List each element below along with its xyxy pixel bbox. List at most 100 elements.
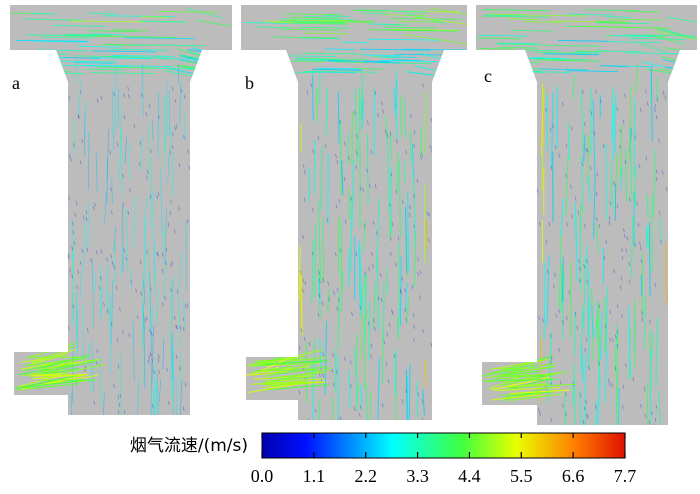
flow-streak — [100, 249, 103, 254]
flow-streak — [332, 382, 335, 387]
flow-streak — [621, 255, 624, 260]
flow-streak — [582, 256, 586, 328]
flow-streak — [135, 288, 137, 293]
flow-streak — [99, 275, 102, 281]
flow-streak — [152, 120, 154, 142]
flow-streak — [127, 86, 130, 91]
flow-streak — [162, 337, 165, 370]
flow-streak — [31, 348, 77, 364]
flow-streak — [634, 135, 637, 140]
flow-streak — [186, 7, 223, 19]
flow-streak — [149, 329, 151, 334]
flow-streak — [496, 43, 543, 46]
flow-streak — [52, 24, 107, 27]
flow-streak — [565, 143, 568, 148]
flow-streak — [648, 222, 651, 297]
flow-streak — [639, 246, 642, 251]
flow-streak — [558, 231, 562, 307]
flow-streak — [84, 365, 87, 370]
flow-streak — [348, 369, 351, 408]
flow-streak — [318, 200, 321, 280]
flow-streak — [161, 269, 164, 274]
flow-streak — [583, 406, 586, 411]
flow-streak — [103, 36, 178, 38]
flow-streak — [598, 304, 601, 309]
flow-streak — [258, 357, 290, 373]
flow-streak — [586, 413, 589, 418]
flow-streak — [390, 172, 393, 177]
flow-streak — [97, 66, 155, 69]
flow-streak — [150, 148, 152, 154]
flow-streak — [304, 281, 307, 286]
flow-streak — [370, 149, 373, 155]
flow-streak — [141, 271, 144, 346]
flow-streak — [318, 67, 361, 70]
flow-streak — [360, 91, 363, 119]
flow-streak — [27, 34, 99, 37]
flow-streak — [163, 258, 167, 299]
flow-field — [244, 7, 467, 420]
flow-streak — [654, 417, 657, 423]
flow-streak — [367, 321, 370, 326]
flow-streak — [628, 197, 631, 202]
flow-streak — [317, 312, 320, 317]
flow-streak — [106, 129, 109, 180]
flow-streak — [351, 311, 353, 316]
flow-streak — [158, 369, 160, 374]
flow-streak — [286, 19, 350, 22]
flow-streak — [541, 150, 544, 191]
flow-streak — [392, 28, 460, 31]
flow-streak — [117, 364, 120, 369]
flow-streak — [553, 284, 555, 289]
flow-streak — [281, 28, 340, 31]
flow-streak — [153, 369, 155, 374]
flow-streak — [337, 91, 340, 144]
tick-label: 3.3 — [406, 466, 429, 486]
flow-streak — [504, 377, 552, 391]
flow-streak — [385, 116, 388, 138]
flow-streak — [145, 249, 148, 254]
flow-streak — [599, 311, 603, 361]
flow-streak — [335, 370, 338, 375]
flow-streak — [569, 184, 572, 189]
flow-streak — [112, 29, 149, 32]
flow-streak — [389, 236, 392, 241]
flow-streak — [318, 372, 321, 378]
flow-streak — [173, 315, 176, 320]
flow-streak — [638, 42, 668, 54]
flow-streak — [592, 98, 596, 172]
flow-streak — [363, 314, 366, 390]
flow-streak — [536, 188, 539, 193]
flow-streak — [394, 349, 397, 396]
flow-streak — [388, 322, 391, 327]
flow-streak — [549, 333, 552, 338]
flow-streak — [608, 18, 663, 21]
flow-streak — [632, 377, 635, 382]
flow-streak — [146, 175, 148, 180]
flow-streak — [251, 365, 295, 373]
flow-streak — [251, 370, 288, 376]
flow-streak — [664, 95, 667, 100]
flow-streak — [545, 107, 548, 112]
flow-streak — [648, 420, 651, 425]
flow-streak — [130, 266, 132, 290]
flow-streak — [140, 291, 143, 296]
flow-streak — [317, 135, 320, 140]
flow-streak — [494, 386, 560, 392]
flow-streak — [123, 37, 195, 40]
flow-streak — [85, 216, 88, 222]
flow-streak — [348, 248, 351, 287]
flow-streak — [405, 369, 408, 420]
flow-streak — [562, 273, 565, 340]
flow-streak — [186, 219, 189, 224]
flow-streak — [622, 384, 625, 389]
flow-streak — [607, 378, 610, 383]
flow-streak — [639, 241, 641, 246]
flow-streak — [326, 60, 391, 62]
flow-streak — [413, 143, 415, 148]
flow-streak — [114, 56, 172, 59]
flow-streak — [654, 282, 657, 287]
flow-streak — [305, 342, 308, 403]
flow-streak — [508, 362, 555, 373]
flow-streak — [351, 160, 354, 229]
